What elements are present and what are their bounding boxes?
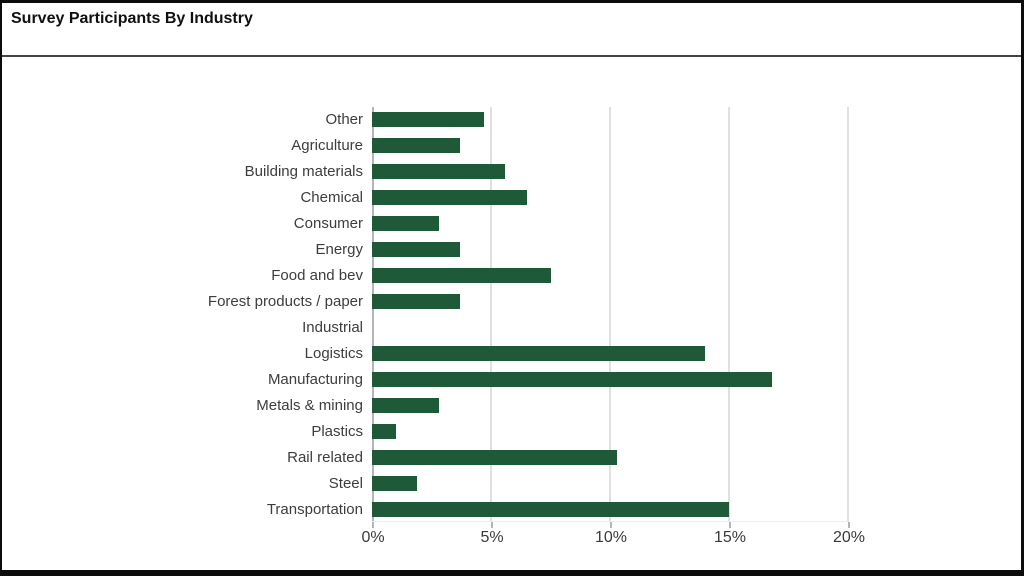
gridline — [490, 107, 492, 522]
gridline — [609, 107, 611, 522]
category-label: Logistics — [304, 344, 363, 362]
bar-area — [372, 237, 982, 263]
chart-rows: Other Agriculture Building materials Che… — [2, 107, 982, 522]
bar — [372, 397, 439, 413]
bar-row: Steel — [2, 470, 982, 496]
bar-row: Energy — [2, 237, 982, 263]
bar-row: Other — [2, 107, 982, 133]
bar — [372, 501, 729, 517]
category-label: Forest products / paper — [207, 293, 363, 311]
bar-row: Agriculture — [2, 133, 982, 159]
bar-row: Logistics — [2, 340, 982, 366]
bar-row: Transportation — [2, 496, 982, 522]
category-label: Energy — [315, 241, 363, 259]
bar-area — [372, 133, 982, 159]
category-label: Metals & mining — [256, 396, 363, 414]
bar-area — [372, 315, 982, 341]
bar-area — [372, 211, 982, 237]
category-label: Manufacturing — [267, 370, 363, 388]
bar-row: Building materials — [2, 159, 982, 185]
bar — [372, 475, 418, 491]
bar-area — [372, 366, 982, 392]
category-label: Building materials — [244, 163, 363, 181]
bar — [372, 216, 439, 232]
x-tick-label: 0% — [361, 529, 385, 546]
bar-row: Metals & mining — [2, 392, 982, 418]
category-label: Consumer — [293, 215, 363, 233]
bar-row: Consumer — [2, 211, 982, 237]
axis-tick — [848, 522, 850, 528]
bar — [372, 268, 551, 284]
bar — [372, 112, 484, 128]
category-label: Steel — [328, 474, 363, 492]
bar — [372, 190, 527, 206]
bar-row: Food and bev — [2, 263, 982, 289]
bar-row: Industrial — [2, 315, 982, 341]
bar — [372, 164, 506, 180]
axis-tick — [610, 522, 612, 528]
gridline — [847, 107, 849, 522]
bar — [372, 449, 618, 465]
chart-header: Survey Participants By Industry — [2, 3, 1021, 57]
category-label: Industrial — [302, 318, 363, 336]
x-tick-label: 10% — [594, 529, 628, 546]
bar-area — [372, 263, 982, 289]
bar-area — [372, 159, 982, 185]
axis-tick — [729, 522, 731, 528]
category-label: Food and bev — [271, 267, 363, 285]
bar-area — [372, 444, 982, 470]
bar-area — [372, 470, 982, 496]
bar-area — [372, 289, 982, 315]
bar-area — [372, 496, 982, 522]
x-axis-baseline — [372, 521, 848, 522]
bar — [372, 345, 706, 361]
category-label: Other — [325, 111, 363, 129]
category-label: Agriculture — [291, 137, 363, 155]
x-tick-label: 5% — [480, 529, 504, 546]
category-label: Plastics — [311, 422, 363, 440]
bar-area — [372, 185, 982, 211]
bar-area — [372, 107, 982, 133]
gridline — [728, 107, 730, 522]
bar-area — [372, 340, 982, 366]
y-axis-line — [372, 107, 374, 522]
x-tick-label: 20% — [832, 529, 866, 546]
bar-row: Forest products / paper — [2, 289, 982, 315]
category-label: Rail related — [287, 448, 363, 466]
axis-tick — [491, 522, 493, 528]
bar — [372, 423, 396, 439]
bar — [372, 138, 461, 154]
bar-area — [372, 392, 982, 418]
bar — [372, 371, 772, 387]
bar-area — [372, 418, 982, 444]
bar — [372, 294, 461, 310]
x-tick-label: 15% — [713, 529, 747, 546]
bar-row: Manufacturing — [2, 366, 982, 392]
category-label: Chemical — [300, 189, 363, 207]
page-title: Survey Participants By Industry — [11, 10, 253, 27]
bar-row: Plastics — [2, 418, 982, 444]
bar-row: Rail related — [2, 444, 982, 470]
axis-tick — [372, 522, 374, 528]
bar-row: Chemical — [2, 185, 982, 211]
bar — [372, 242, 461, 258]
category-label: Transportation — [266, 500, 363, 518]
bar-chart: Other Agriculture Building materials Che… — [2, 59, 1021, 570]
